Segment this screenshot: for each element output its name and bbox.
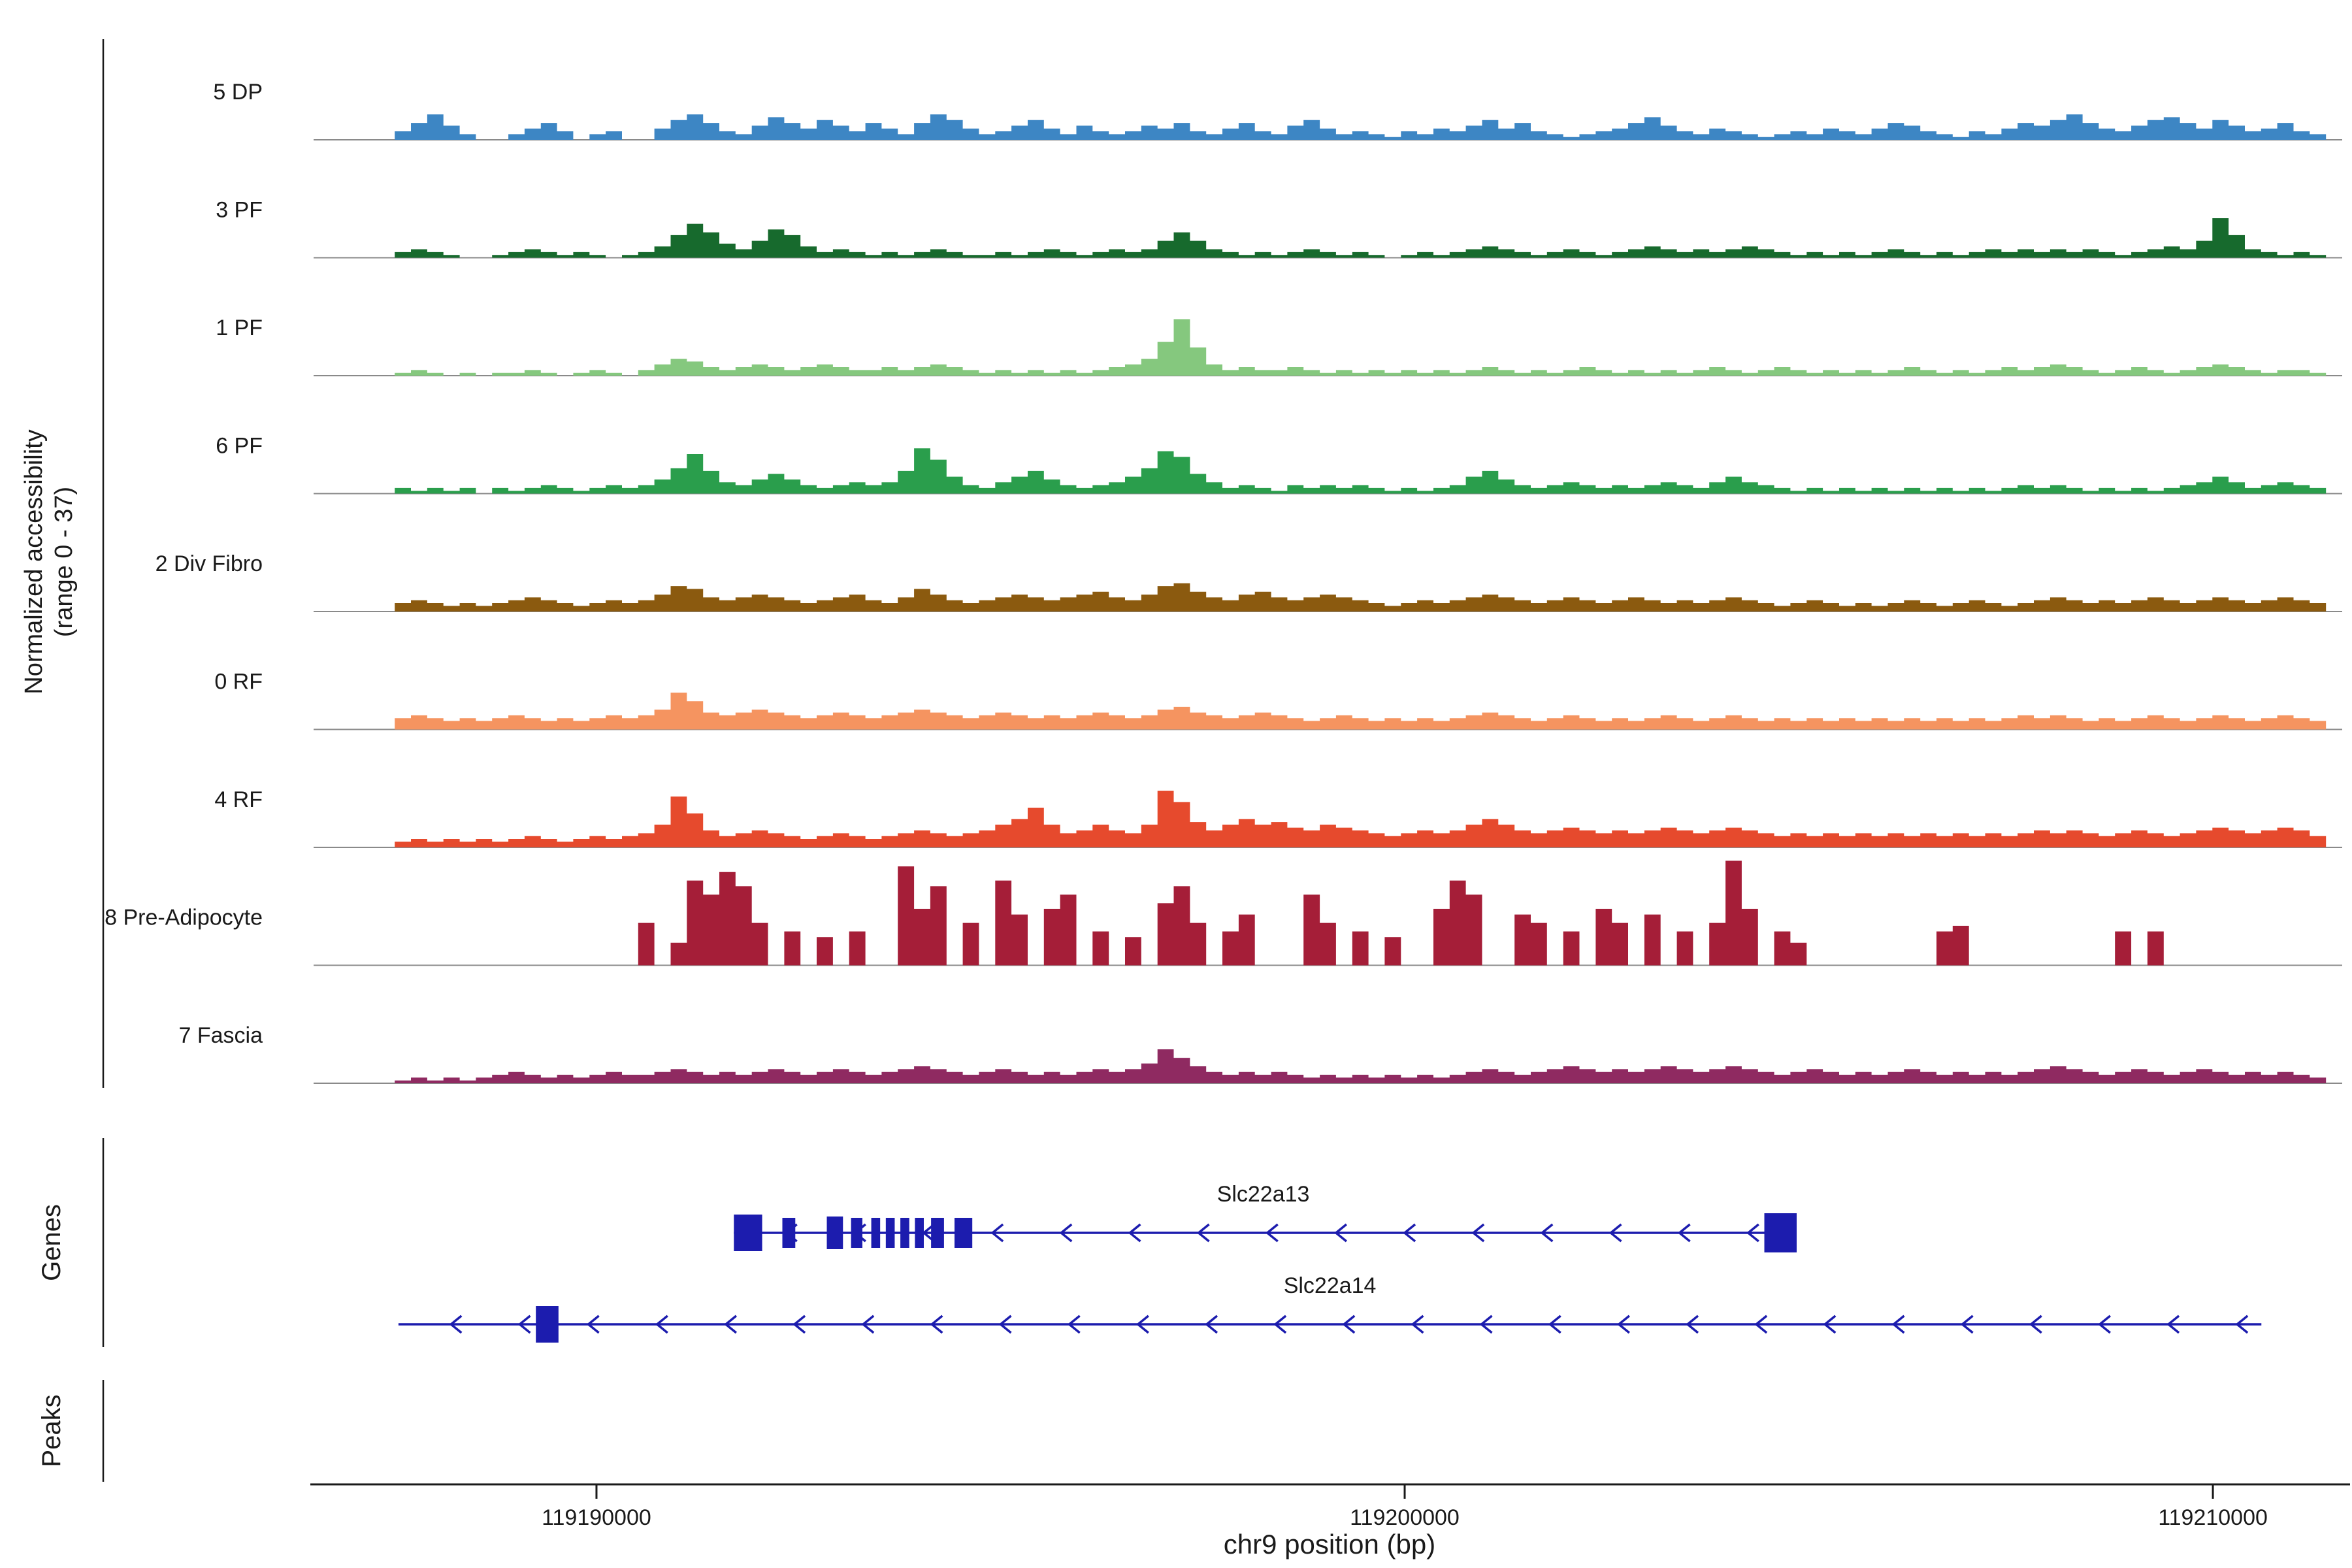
strand-arrow-icon bbox=[861, 1315, 875, 1334]
x-tick-label: 119200000 bbox=[1350, 1505, 1460, 1530]
strand-arrow-icon bbox=[990, 1223, 1004, 1243]
strand-arrow-icon bbox=[517, 1315, 531, 1334]
exon-box bbox=[851, 1218, 862, 1248]
strand-arrow-icon bbox=[1823, 1315, 1837, 1334]
strand-arrow-icon bbox=[1205, 1315, 1218, 1334]
strand-arrow-icon bbox=[1342, 1315, 1356, 1334]
gene-name-label: Slc22a13 bbox=[1217, 1182, 1310, 1207]
track-4-rf: 4 RF bbox=[214, 787, 2342, 848]
track-6-pf: 6 PF bbox=[216, 434, 2342, 495]
strand-arrow-icon bbox=[930, 1315, 943, 1334]
strand-arrow-icon bbox=[1609, 1223, 1622, 1243]
gene-slc22a13: Slc22a13 bbox=[734, 1182, 1797, 1252]
x-axis: 119190000 119200000 119210000 bbox=[310, 1483, 2350, 1530]
exon-box bbox=[871, 1218, 881, 1248]
strand-arrow-icon bbox=[1411, 1315, 1424, 1334]
exon-box bbox=[734, 1215, 762, 1251]
strand-arrow-icon bbox=[1196, 1223, 1210, 1243]
strand-arrow-icon bbox=[1960, 1315, 1974, 1334]
strand-arrow-icon bbox=[1754, 1315, 1768, 1334]
exon-box bbox=[826, 1217, 843, 1249]
exon-box bbox=[782, 1218, 796, 1248]
track-signal bbox=[314, 218, 2342, 258]
exon-box bbox=[1764, 1213, 1797, 1252]
strand-arrow-icon bbox=[2235, 1315, 2249, 1334]
x-tick-label: 119190000 bbox=[542, 1505, 651, 1530]
exon-box bbox=[900, 1218, 909, 1248]
exon-box bbox=[536, 1306, 559, 1343]
track-label: 7 Fascia bbox=[179, 1023, 263, 1048]
track-label: 6 PF bbox=[216, 434, 263, 459]
strand-arrow-icon bbox=[1265, 1223, 1279, 1243]
strand-arrow-icon bbox=[1128, 1223, 1141, 1243]
strand-arrow-icon bbox=[1540, 1223, 1554, 1243]
genes-section-label: Genes bbox=[37, 1204, 66, 1281]
track-5-dp: 5 DP bbox=[213, 80, 2342, 140]
strand-arrow-icon bbox=[1746, 1223, 1759, 1243]
peaks-section-label: Peaks bbox=[37, 1394, 66, 1467]
strand-arrow-icon bbox=[449, 1315, 463, 1334]
gene-name-label: Slc22a14 bbox=[1284, 1273, 1377, 1298]
strand-arrow-icon bbox=[2166, 1315, 2180, 1334]
track-label: 1 PF bbox=[216, 316, 263, 340]
strand-arrow-icon bbox=[1677, 1223, 1691, 1243]
strand-arrow-icon bbox=[1273, 1315, 1287, 1334]
track-label: 8 Pre-Adipocyte bbox=[105, 906, 263, 930]
track-label: 0 RF bbox=[214, 670, 263, 694]
strand-arrow-icon bbox=[1403, 1223, 1416, 1243]
strand-arrow-icon bbox=[1686, 1315, 1699, 1334]
track-1-pf: 1 PF bbox=[216, 316, 2342, 376]
exon-box bbox=[915, 1218, 924, 1248]
track-0-rf: 0 RF bbox=[214, 670, 2342, 730]
accessibility-tracks: 5 DP 3 PF 1 PF 6 PF 2 Div Fibro 0 RF 4 RF 8 Pre… bbox=[105, 80, 2342, 1084]
track-signal bbox=[314, 1049, 2342, 1083]
track-signal bbox=[314, 114, 2342, 140]
x-axis-title: chr9 position (bp) bbox=[1224, 1529, 1436, 1560]
track-2-div-fibro: 2 Div Fibro bbox=[155, 551, 2342, 612]
track-signal bbox=[314, 319, 2342, 376]
strand-arrow-icon bbox=[655, 1315, 668, 1334]
exon-box bbox=[885, 1218, 895, 1248]
strand-arrow-icon bbox=[1891, 1315, 1905, 1334]
track-signal bbox=[314, 791, 2342, 847]
strand-arrow-icon bbox=[724, 1315, 738, 1334]
strand-arrow-icon bbox=[1059, 1223, 1073, 1243]
strand-arrow-icon bbox=[998, 1315, 1012, 1334]
strand-arrow-icon bbox=[1479, 1315, 1493, 1334]
track-label: 5 DP bbox=[213, 80, 263, 105]
strand-arrow-icon bbox=[1471, 1223, 1485, 1243]
track-signal bbox=[314, 693, 2342, 730]
track-signal bbox=[314, 860, 2342, 966]
track-label: 4 RF bbox=[214, 787, 263, 812]
track-label: 2 Div Fibro bbox=[155, 551, 263, 576]
strand-arrow-icon bbox=[1548, 1315, 1561, 1334]
strand-arrow-icon bbox=[1617, 1315, 1630, 1334]
exon-box bbox=[931, 1218, 944, 1248]
track-signal bbox=[314, 448, 2342, 494]
exon-box bbox=[954, 1218, 973, 1248]
track-signal bbox=[314, 583, 2342, 612]
genes-track: Slc22a13 Slc22a14 bbox=[398, 1182, 2262, 1343]
track-7-fascia: 7 Fascia bbox=[179, 1023, 2342, 1084]
strand-arrow-icon bbox=[1334, 1223, 1347, 1243]
strand-arrow-icon bbox=[1067, 1315, 1081, 1334]
y-axis-label-line2: (range 0 - 37) bbox=[50, 487, 78, 637]
strand-arrow-icon bbox=[2098, 1315, 2111, 1334]
strand-arrow-icon bbox=[1136, 1315, 1149, 1334]
strand-arrow-icon bbox=[586, 1315, 600, 1334]
track-label: 3 PF bbox=[216, 198, 263, 223]
y-axis-label-line1: Normalized accessibility bbox=[20, 429, 48, 694]
strand-arrow-icon bbox=[2029, 1315, 2042, 1334]
track-8-pre-adipocyte: 8 Pre-Adipocyte bbox=[105, 860, 2342, 966]
strand-arrow-icon bbox=[792, 1315, 806, 1334]
x-tick-label: 119210000 bbox=[2158, 1505, 2268, 1530]
track-3-pf: 3 PF bbox=[216, 198, 2342, 259]
gene-slc22a14: Slc22a14 bbox=[398, 1273, 2262, 1343]
